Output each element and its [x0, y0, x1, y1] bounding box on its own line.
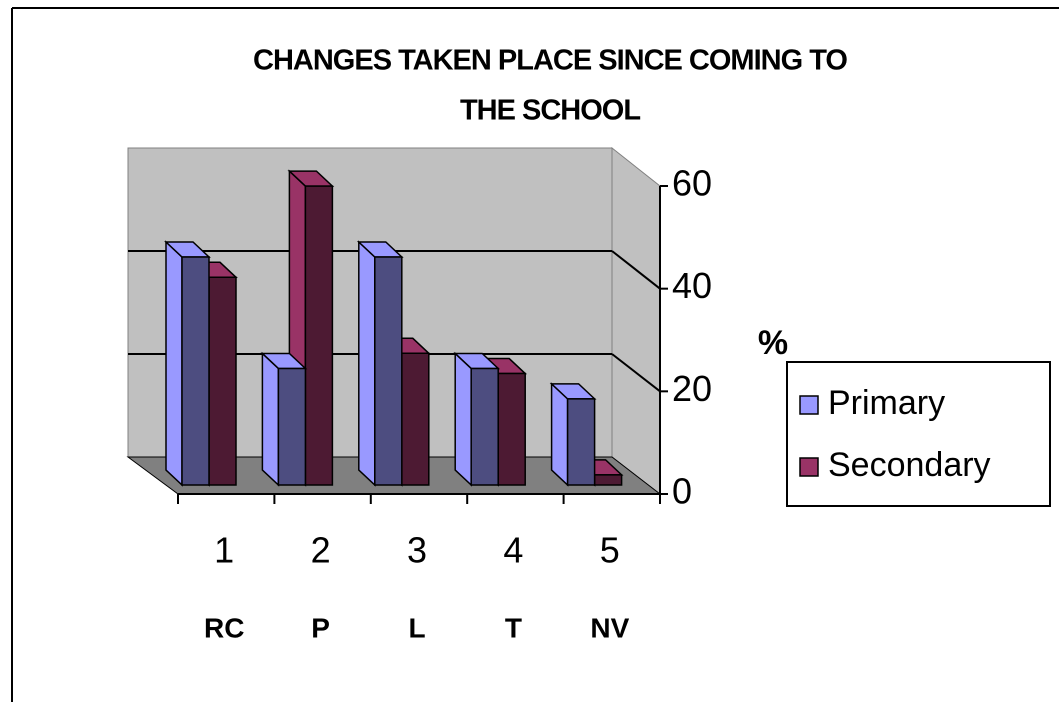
bar-face [358, 240, 376, 487]
bar-face [470, 367, 499, 486]
legend-label: Secondary [828, 446, 991, 484]
legend-swatch [799, 395, 819, 415]
legend [786, 361, 1051, 507]
x-tick-label: 2 [311, 530, 331, 571]
x-category-label: T [505, 612, 522, 643]
x-category-label: RC [204, 612, 244, 643]
bar [356, 240, 404, 487]
y-axis-label: % [758, 324, 788, 362]
side-wall [611, 146, 661, 496]
x-category-label: NV [590, 612, 629, 643]
bar-face [277, 367, 307, 486]
bar-face [181, 256, 210, 486]
bar-face [401, 352, 430, 486]
bar [549, 382, 597, 487]
chart-title: CHANGES TAKEN PLACE SINCE COMING TO [253, 45, 847, 77]
x-category-label: P [311, 612, 330, 643]
bar-face [454, 351, 472, 487]
y-tick-label: 0 [672, 471, 692, 512]
x-category-label: L [408, 612, 425, 643]
chart-title: THE SCHOOL [460, 95, 640, 127]
grid-line [611, 250, 661, 290]
y-tick-label: 40 [672, 265, 712, 306]
bar [453, 351, 501, 487]
legend-label: Primary [828, 384, 945, 422]
y-tick-label: 60 [672, 163, 712, 204]
bar-face [165, 240, 183, 487]
x-tick-label: 1 [214, 530, 234, 571]
bar-face [550, 382, 569, 487]
y-tick-label: 20 [672, 368, 712, 409]
bar-face [566, 398, 596, 486]
bar-face [374, 256, 403, 486]
x-tick-label: 4 [503, 530, 523, 571]
bar-face [261, 351, 280, 487]
bar-face [497, 372, 526, 486]
bar-face [304, 185, 334, 486]
grid-line [611, 353, 661, 393]
x-tick-label: 3 [407, 530, 427, 571]
bar [164, 240, 211, 487]
bar-face [208, 276, 237, 486]
x-tick-label: 5 [600, 530, 620, 571]
legend-swatch [799, 457, 819, 477]
bar [260, 351, 308, 487]
bar-face [593, 474, 623, 486]
